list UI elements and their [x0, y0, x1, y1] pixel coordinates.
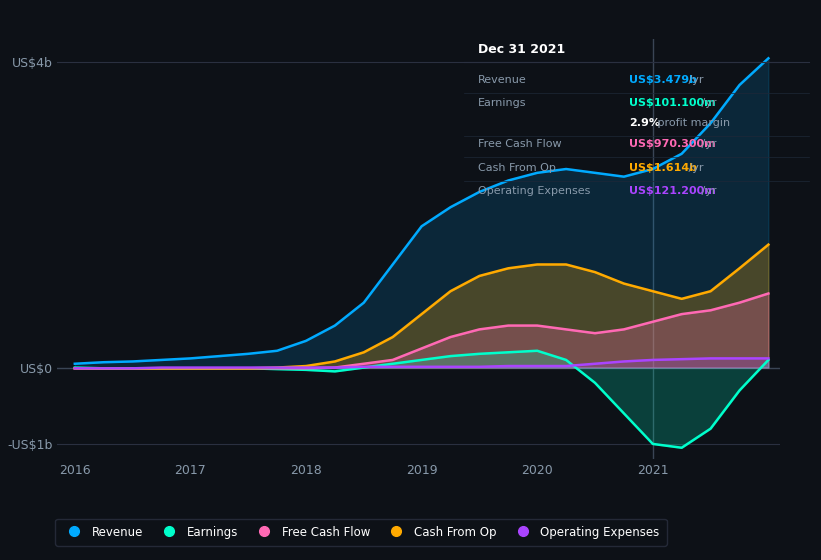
Text: US$970.300m: US$970.300m — [630, 139, 716, 150]
Legend: Revenue, Earnings, Free Cash Flow, Cash From Op, Operating Expenses: Revenue, Earnings, Free Cash Flow, Cash … — [55, 519, 667, 545]
Text: /yr: /yr — [698, 139, 716, 150]
Text: profit margin: profit margin — [654, 118, 731, 128]
Text: Free Cash Flow: Free Cash Flow — [478, 139, 562, 150]
Text: /yr: /yr — [698, 98, 716, 108]
Text: Operating Expenses: Operating Expenses — [478, 186, 590, 196]
Text: 2.9%: 2.9% — [630, 118, 660, 128]
Text: Cash From Op: Cash From Op — [478, 162, 556, 172]
Text: /yr: /yr — [698, 186, 716, 196]
Text: US$3.479b: US$3.479b — [630, 75, 697, 85]
Text: US$1.614b: US$1.614b — [630, 162, 698, 172]
Text: US$121.200m: US$121.200m — [630, 186, 716, 196]
Text: Earnings: Earnings — [478, 98, 526, 108]
Text: Dec 31 2021: Dec 31 2021 — [478, 43, 565, 55]
Text: /yr: /yr — [686, 162, 704, 172]
Text: /yr: /yr — [686, 75, 704, 85]
Text: US$101.100m: US$101.100m — [630, 98, 716, 108]
Text: Revenue: Revenue — [478, 75, 526, 85]
